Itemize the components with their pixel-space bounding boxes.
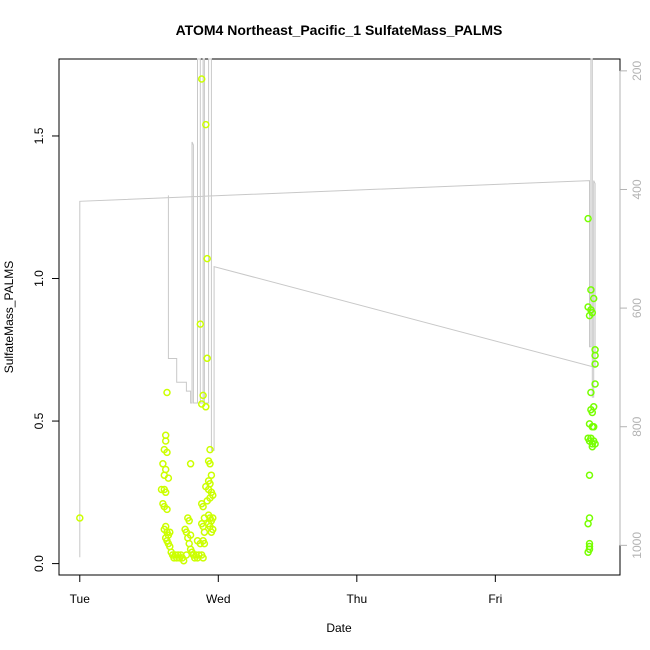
data-point (185, 517, 193, 525)
data-point (206, 460, 214, 468)
chart-title: ATOM4 Northeast_Pacific_1 SulfateMass_PA… (176, 22, 503, 38)
y2-tick-label: 200 (630, 61, 644, 81)
data-point (161, 488, 170, 497)
data-point (585, 311, 594, 320)
data-point (203, 354, 211, 363)
data-point (164, 474, 173, 482)
data-point (588, 408, 597, 417)
altitude-series-line (79, 58, 596, 558)
altitude-layer (79, 58, 596, 558)
data-point (591, 351, 599, 360)
data-point (161, 437, 170, 445)
data-point (207, 471, 216, 479)
data-point (196, 320, 205, 328)
data-point (206, 494, 214, 502)
y-axis: 0.0 0.5 1.0 1.5 (32, 127, 60, 572)
data-point (209, 525, 217, 534)
data-point (163, 388, 171, 397)
data-point (589, 294, 598, 303)
data-point (584, 214, 592, 223)
y2-tick-label: 800 (630, 416, 644, 436)
data-point (76, 514, 84, 522)
data-point (179, 556, 188, 565)
data-point (199, 554, 207, 562)
y2-tick-label: 400 (630, 179, 644, 199)
data-point (199, 502, 207, 511)
y2-tick-label: 1000 (630, 532, 644, 559)
data-point (206, 445, 214, 454)
data-point (209, 514, 217, 522)
data-point (163, 448, 171, 457)
secondary-y-axis: 200 400 600 800 1000 (619, 61, 644, 559)
data-point (588, 442, 597, 451)
data-point (182, 551, 191, 559)
data-point (184, 534, 192, 542)
data-point (200, 528, 209, 536)
data-point (200, 539, 209, 548)
x-axis-label: Date (326, 621, 352, 635)
y-tick-label: 0.0 (32, 555, 46, 572)
data-point (584, 519, 592, 528)
plot-frame (58, 58, 621, 576)
data-point (159, 460, 167, 468)
data-point (591, 380, 599, 388)
data-point (186, 460, 195, 468)
data-point (589, 423, 598, 431)
data-point (584, 548, 592, 556)
data-point (202, 403, 210, 411)
x-tick-label: Fri (488, 592, 502, 606)
y-tick-label: 1.0 (32, 270, 46, 287)
y-axis-label: SulfateMass_PALMS (2, 261, 16, 374)
data-point (591, 360, 599, 368)
data-point (197, 75, 206, 83)
data-point (587, 388, 595, 397)
y-tick-label: 1.5 (32, 127, 46, 144)
data-point (202, 120, 210, 129)
data-point (587, 286, 595, 294)
x-tick-label: Thu (346, 592, 367, 606)
data-point (166, 528, 174, 536)
x-axis: Tue Wed Thu Fri (70, 574, 502, 606)
points-layer (76, 75, 599, 565)
data-point (199, 391, 207, 400)
data-point (203, 254, 211, 263)
data-point (163, 505, 171, 514)
y2-tick-label: 600 (630, 298, 644, 318)
y-tick-label: 0.5 (32, 412, 46, 429)
x-tick-label: Tue (70, 592, 91, 606)
data-point (585, 471, 594, 479)
x-tick-label: Wed (206, 592, 230, 606)
